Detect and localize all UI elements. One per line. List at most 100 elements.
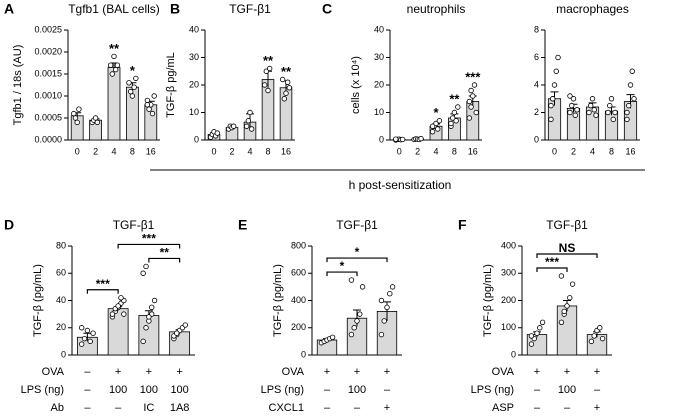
data-point: [90, 330, 96, 336]
data-point: [589, 96, 596, 102]
data-point: [283, 90, 289, 96]
data-point: [113, 66, 119, 73]
data-point: [588, 102, 594, 109]
condition-value: –: [564, 402, 571, 414]
chart-title: TGF-β1: [113, 218, 155, 232]
data-point: [574, 107, 580, 113]
data-point: [433, 120, 439, 127]
data-point: [599, 335, 606, 342]
data-point: [351, 325, 357, 331]
bracket-label: ***: [142, 232, 156, 246]
data-point: [146, 106, 152, 112]
condition-value: +: [324, 366, 330, 378]
data-point: [127, 88, 134, 95]
condition-value: –: [84, 384, 91, 396]
x-tick-label: 8: [609, 146, 614, 156]
data-point: [111, 53, 117, 60]
bracket-label: NS: [559, 241, 576, 255]
data-point: [612, 109, 618, 116]
error-bar: [353, 309, 361, 327]
data-point: [567, 93, 573, 99]
y-tick-label: 30: [189, 52, 199, 62]
data-point: [126, 80, 132, 86]
x-tick-label: 8: [452, 146, 457, 156]
data-point: [468, 87, 474, 94]
condition-label: OVA: [282, 366, 305, 378]
chart-title: TGF-β1: [336, 218, 378, 232]
data-point: [74, 119, 80, 126]
data-point: [418, 135, 424, 142]
data-point: [109, 311, 116, 317]
condition-value: –: [84, 402, 91, 414]
data-point: [555, 54, 561, 61]
x-tick-label: 0: [397, 146, 402, 156]
data-point: [151, 93, 157, 99]
panel-letter: B: [170, 1, 180, 17]
data-point: [118, 295, 124, 301]
y-tick-label: 0.0005: [34, 112, 62, 122]
y-axis-label: TGF-β (pg/mL): [272, 264, 284, 337]
data-point: [473, 109, 479, 116]
data-point: [149, 110, 156, 117]
data-point: [78, 325, 85, 331]
data-point: [329, 334, 336, 340]
y-tick-label: 0: [61, 349, 66, 359]
data-point: [248, 126, 255, 132]
data-point: [624, 116, 630, 123]
y-tick-label: 20: [374, 79, 384, 89]
data-point: [151, 297, 158, 304]
x-tick-label: 4: [111, 146, 116, 156]
data-point: [389, 284, 396, 290]
significance: **: [281, 64, 292, 79]
y-tick-label: 0: [194, 134, 199, 144]
data-point: [129, 93, 136, 99]
chart-title: Tgfb1 (BAL cells): [68, 2, 160, 16]
data-point: [553, 68, 559, 74]
y-tick-label: 2: [534, 107, 539, 117]
data-point: [92, 115, 99, 121]
data-point: [214, 130, 221, 136]
y-tick-label: 20: [56, 322, 66, 332]
panel-letter: A: [4, 1, 14, 17]
condition-value: 100: [348, 384, 366, 396]
y-axis-label: TGF-β (pg/mL): [482, 264, 494, 337]
data-point: [558, 273, 565, 279]
condition-label: LPS (ng): [471, 384, 514, 396]
x-tick-label: 4: [433, 146, 438, 156]
data-point: [393, 136, 399, 142]
bracket: [326, 271, 358, 277]
y-tick-label: 200: [501, 295, 516, 305]
y-tick-label: 0: [301, 349, 306, 359]
data-point: [586, 109, 592, 116]
data-point: [247, 109, 253, 116]
x-tick-label: 2: [415, 146, 420, 156]
y-axis-label: TGF-β pg/mL: [165, 52, 177, 118]
condition-value: +: [176, 366, 182, 378]
bracket-label: ***: [96, 277, 110, 291]
data-point: [109, 71, 115, 77]
y-tick-label: 400: [501, 240, 516, 250]
significance: **: [449, 91, 460, 106]
data-point: [591, 107, 597, 113]
data-point: [539, 319, 546, 325]
data-point: [84, 327, 91, 334]
y-tick-label: 60: [56, 268, 66, 278]
y-tick-label: 4: [534, 79, 539, 89]
y-tick-label: 6: [534, 52, 539, 62]
data-point: [279, 76, 286, 83]
condition-value: 100: [558, 384, 576, 396]
data-point: [115, 303, 121, 309]
bar: [556, 305, 578, 356]
data-point: [140, 338, 146, 345]
chart-title: TGF-β1: [546, 218, 588, 232]
data-point: [629, 68, 635, 74]
y-tick-label: 200: [291, 322, 306, 332]
y-tick-label: 0.0015: [34, 68, 62, 78]
x-tick-label: 16: [468, 146, 478, 156]
y-tick-label: 300: [501, 268, 516, 278]
y-tick-label: 0: [534, 134, 539, 144]
data-point: [466, 98, 473, 105]
x-tick-label: 16: [281, 146, 291, 156]
condition-value: +: [146, 366, 152, 378]
